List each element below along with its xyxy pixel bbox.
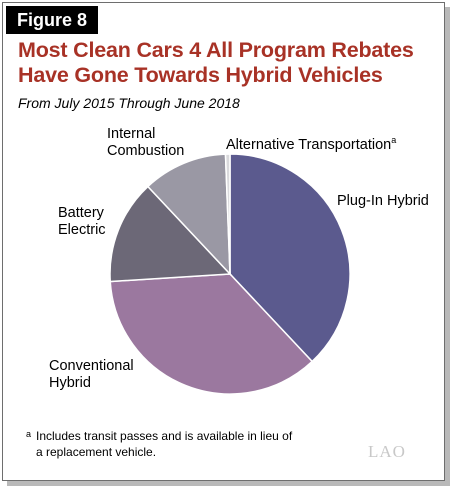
footnote-line-2: a replacement vehicle. bbox=[36, 445, 157, 459]
footnote: a Includes transit passes and is availab… bbox=[26, 428, 292, 460]
label-internal-combustion: Internal Combustion bbox=[107, 126, 184, 160]
lao-logo: LAO bbox=[368, 442, 406, 461]
chart-title-line-2: Have Gone Towards Hybrid Vehicles bbox=[18, 63, 383, 87]
pie-slice-conventional-hybrid bbox=[109, 273, 314, 395]
label-internal-line-2: Combustion bbox=[107, 143, 185, 159]
label-battery-electric: Battery Electric bbox=[58, 205, 106, 239]
label-conventional-line-2: Hybrid bbox=[49, 375, 91, 391]
footnote-marker: a bbox=[26, 429, 32, 439]
figure-label: Figure 8 bbox=[6, 6, 98, 34]
label-plug-in-hybrid: Plug-In Hybrid bbox=[337, 193, 429, 209]
label-alternative-transportation: Alternative Transportationa bbox=[226, 132, 396, 154]
chart-title-line-1: Most Clean Cars 4 All Program Rebates bbox=[18, 38, 414, 62]
label-battery-line-2: Electric bbox=[58, 222, 106, 238]
label-alternative-marker: a bbox=[391, 135, 397, 145]
pie-slice-plug-in-hybrid bbox=[229, 153, 351, 363]
label-internal-line-1: Internal bbox=[107, 126, 156, 142]
label-conventional-hybrid: Conventional Hybrid bbox=[49, 358, 134, 392]
pie-slice-alternative-transportation bbox=[224, 153, 231, 275]
label-alternative-text: Alternative Transportation bbox=[226, 136, 392, 153]
pie-slice-battery-electric bbox=[109, 185, 232, 283]
chart-subtitle: From July 2015 Through June 2018 bbox=[18, 95, 240, 111]
pie-slice-internal-combustion bbox=[146, 153, 231, 276]
footnote-line-1: Includes transit passes and is available… bbox=[36, 429, 293, 443]
figure-frame: Figure 8 Most Clean Cars 4 All Program R… bbox=[2, 2, 445, 481]
chart-title: Most Clean Cars 4 All Program Rebates Ha… bbox=[18, 38, 443, 88]
label-conventional-line-1: Conventional bbox=[49, 358, 134, 374]
label-battery-line-1: Battery bbox=[58, 205, 104, 221]
